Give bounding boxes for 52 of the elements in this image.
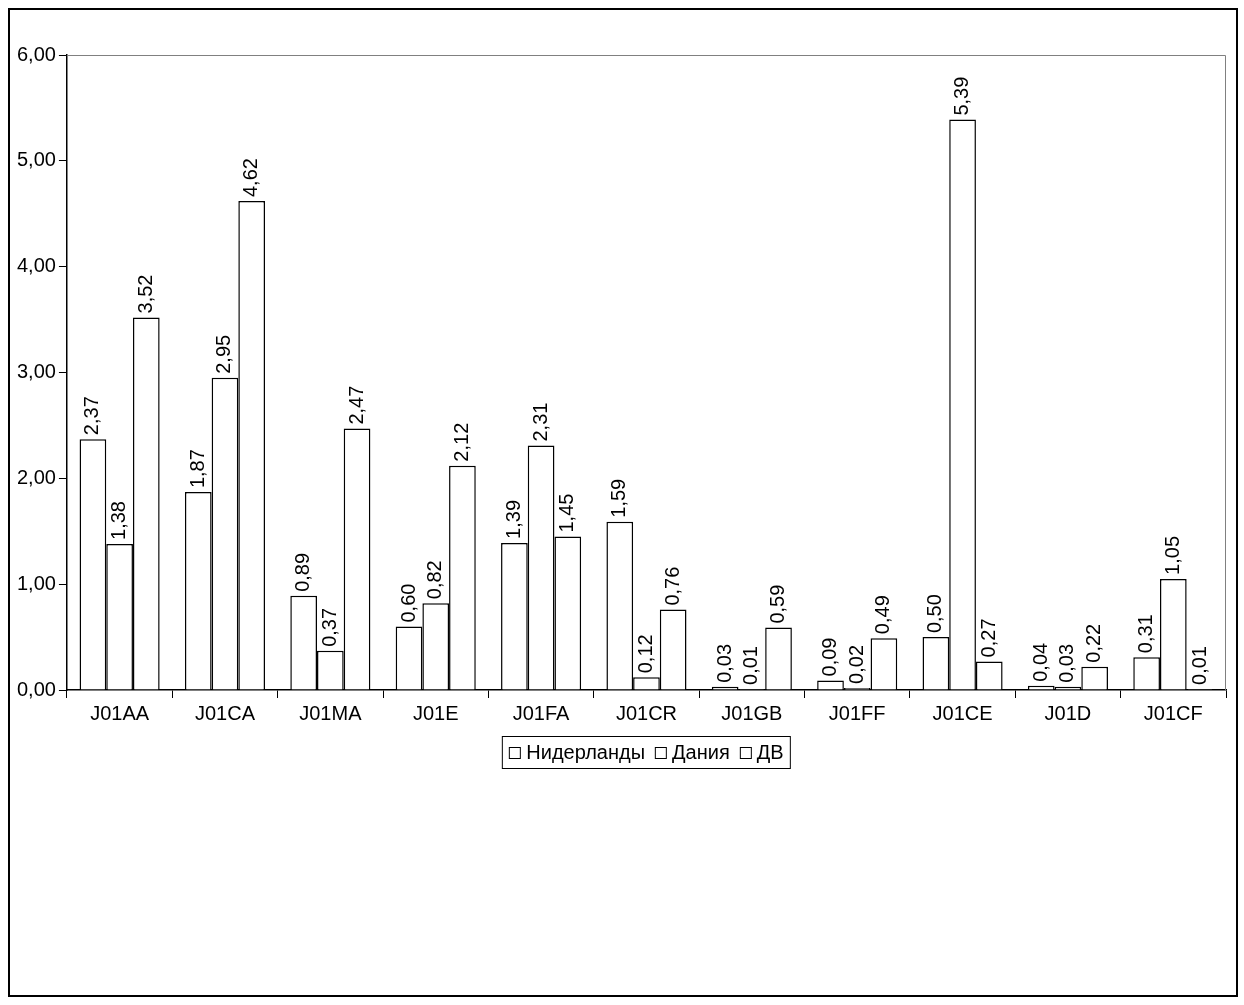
x-tick-label: J01MA <box>299 701 363 724</box>
y-tick-label: 4,00 <box>16 254 56 277</box>
data-label: 0,89 <box>291 552 314 592</box>
data-label: 0,50 <box>923 594 946 634</box>
data-label: 1,39 <box>501 499 524 539</box>
data-label: 3,52 <box>133 274 156 314</box>
data-label: 0,31 <box>1134 614 1157 654</box>
data-label: 0,60 <box>396 583 419 623</box>
x-tick-label: J01CF <box>1143 701 1203 724</box>
data-label: 0,03 <box>712 643 735 683</box>
x-tick-label: J01E <box>412 701 459 724</box>
data-label: 2,37 <box>80 396 103 436</box>
data-label: 0,03 <box>1055 643 1078 683</box>
data-label: 0,82 <box>423 560 446 600</box>
data-label: 0,04 <box>1028 642 1051 682</box>
legend-box: Нидерланды Дания ДВ <box>502 736 791 769</box>
x-tick-label: J01FF <box>828 701 886 724</box>
data-label: 1,38 <box>107 501 130 540</box>
data-label: 1,45 <box>555 493 578 533</box>
x-tick-label: J01AA <box>90 701 150 724</box>
x-tick-label: J01CR <box>615 701 678 724</box>
y-tick-label: 6,00 <box>16 42 56 65</box>
data-label: 4,62 <box>239 158 262 198</box>
data-label: 0,22 <box>1082 623 1105 663</box>
data-label: 5,39 <box>950 76 973 116</box>
data-label: 0,49 <box>871 595 894 635</box>
data-label: 1,05 <box>1160 535 1183 575</box>
data-label: 0,01 <box>1187 646 1210 685</box>
data-label: 0,59 <box>766 584 789 624</box>
y-tick-label: 0,00 <box>16 677 56 700</box>
data-label: 2,31 <box>528 402 551 442</box>
data-label: 0,02 <box>844 644 867 684</box>
x-tick-label: J01FA <box>512 701 571 724</box>
data-label: 0,01 <box>739 646 762 685</box>
data-label: 0,76 <box>660 566 683 606</box>
x-tick-label: J01CE <box>932 701 993 724</box>
data-label: 0,27 <box>976 618 999 658</box>
x-tick-label: J01D <box>1044 701 1092 724</box>
data-label: 2,95 <box>212 334 235 374</box>
y-tick-label: 5,00 <box>16 148 56 171</box>
x-tick-label: J01CA <box>194 701 256 724</box>
data-label: 1,59 <box>607 478 630 518</box>
y-tick-label: 1,00 <box>16 571 56 594</box>
data-label: 0,09 <box>818 637 841 677</box>
data-label: 0,37 <box>317 607 340 647</box>
data-label: 2,47 <box>344 385 367 425</box>
y-tick-label: 3,00 <box>16 360 56 383</box>
y-tick-label: 2,00 <box>16 465 56 488</box>
data-label: 2,12 <box>449 422 472 462</box>
data-label: 1,87 <box>185 449 208 489</box>
x-tick-label: J01GB <box>721 701 783 724</box>
data-label: 0,12 <box>633 634 656 674</box>
